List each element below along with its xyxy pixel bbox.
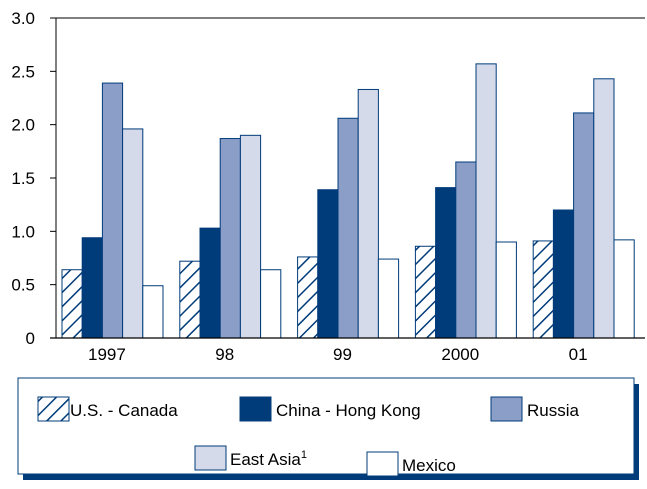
legend-label-text: Russia — [527, 401, 580, 420]
x-tick-label: 1997 — [88, 345, 126, 364]
x-tick-label: 98 — [215, 345, 234, 364]
bar-mexico-2000 — [495, 241, 517, 339]
legend-label-text: East Asia — [230, 450, 301, 469]
plot-area: 0 0.5 1.0 1.5 2.0 2.5 3.0 1997 98 99 2000 01 — [11, 9, 645, 364]
legend-label-east-asia: East Asia1 — [230, 449, 307, 469]
bar-mexico-99 — [377, 258, 400, 339]
y-tick-label: 0.5 — [11, 276, 35, 295]
bar-china-hong-kong-2000 — [435, 187, 457, 339]
x-tick-label: 2000 — [441, 345, 479, 364]
bar-russia-99 — [337, 117, 359, 339]
y-tick-label: 3.0 — [11, 9, 35, 28]
x-tick-label: 01 — [569, 345, 588, 364]
bar-u-s-canada-99 — [297, 256, 319, 339]
bar-u-s-canada-2000 — [414, 245, 437, 339]
bar-russia-98 — [219, 138, 241, 339]
bar-china-hong-kong-98 — [199, 227, 221, 339]
bar-russia-1997 — [101, 82, 124, 339]
bar-mexico-98 — [260, 269, 282, 339]
x-tick-label: 99 — [333, 345, 352, 364]
bar-mexico-01 — [613, 239, 635, 339]
bar-east-asia-99 — [357, 88, 379, 339]
legend-label-russia: Russia — [527, 401, 580, 420]
bar-east-asia-01 — [593, 78, 615, 339]
bar-russia-2000 — [455, 161, 477, 339]
y-tick-label: 2.5 — [11, 62, 35, 81]
y-tick-label: 2.0 — [11, 116, 35, 135]
legend-swatch-mexico — [366, 451, 399, 477]
bar-mexico-1997 — [142, 285, 164, 339]
bar-u-s-canada-1997 — [61, 269, 83, 339]
legend: U.S. - Canada China - Hong Kong Russia East… — [17, 377, 639, 480]
y-tick-label: 1.5 — [11, 169, 35, 188]
bar-u-s-canada-98 — [179, 260, 201, 339]
legend-label-text: China - Hong Kong — [276, 401, 421, 420]
legend-label-mexico: Mexico — [402, 456, 456, 475]
bar-u-s-canada-01 — [532, 240, 554, 339]
bar-east-asia-98 — [239, 134, 262, 339]
bar-china-hong-kong-01 — [552, 209, 575, 339]
y-tick-label: 1.0 — [11, 222, 35, 241]
legend-label-u-s-canada: U.S. - Canada — [70, 401, 178, 420]
legend-swatch-russia — [490, 396, 523, 422]
legend-label-china-hong-kong: China - Hong Kong — [276, 401, 421, 420]
legend-swatch-east-asia — [194, 445, 227, 471]
bar-east-asia-1997 — [122, 128, 144, 339]
legend-label-text: U.S. - Canada — [70, 401, 178, 420]
bar-china-hong-kong-99 — [317, 189, 339, 339]
legend-label-text: Mexico — [402, 456, 456, 475]
legend-swatch-u-s-canada — [37, 396, 70, 422]
legend-swatch-china-hong-kong — [239, 396, 272, 422]
legend-box — [17, 377, 635, 475]
bar-china-hong-kong-1997 — [81, 237, 103, 339]
y-tick-label: 0 — [26, 329, 35, 348]
bar-east-asia-2000 — [475, 63, 497, 339]
bar-russia-01 — [573, 112, 595, 339]
legend-footnote-marker: 1 — [301, 449, 307, 461]
